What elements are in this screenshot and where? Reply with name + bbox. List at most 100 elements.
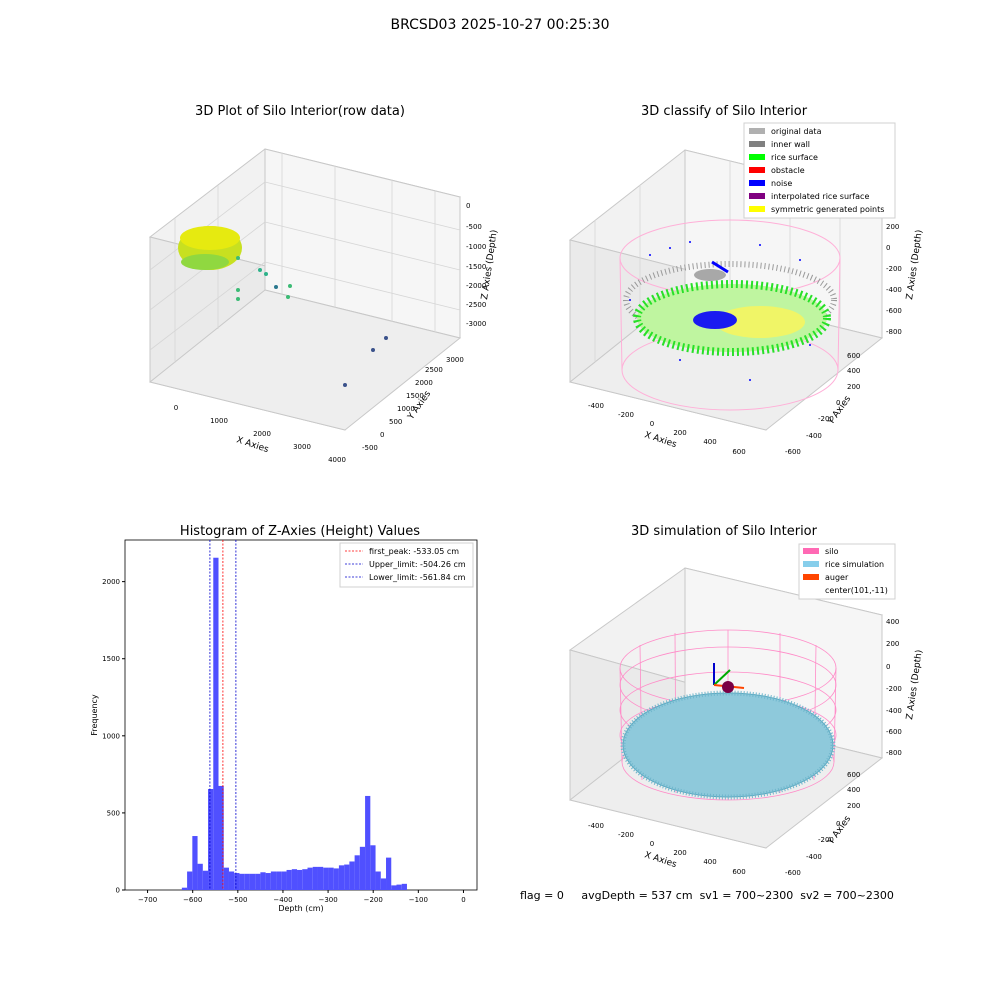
- raw-xtick: 3000: [293, 443, 311, 451]
- sim-xtick: 600: [732, 868, 745, 876]
- hist-bar: [396, 884, 402, 890]
- raw-point: [236, 297, 240, 301]
- classify-legend: original data inner wall rice surface ob…: [743, 122, 896, 219]
- hist-xtick-label: −500: [228, 896, 247, 904]
- sim-ztick: -400: [886, 707, 902, 715]
- raw-yticks: -500 0 500 1000 1500 2000 2500 3000: [362, 356, 464, 452]
- hist-bar: [302, 869, 308, 890]
- hist-bar: [401, 883, 407, 890]
- hist-bar: [213, 557, 219, 890]
- classify-noise-scatter: [629, 241, 811, 381]
- legend-swatch-inner-wall: [749, 141, 765, 147]
- raw-ytick: 1500: [406, 392, 424, 400]
- raw-ztick: -2500: [466, 301, 486, 309]
- classify-3d-plot: original data inner wall rice surface ob…: [568, 122, 925, 456]
- hist-bar: [349, 861, 355, 890]
- hist-xticks: −700 −600 −500 −400 −300 −200 −100 0: [138, 890, 466, 904]
- raw-xtick: 1000: [210, 417, 228, 425]
- hist-xtick-label: −300: [318, 896, 337, 904]
- raw-ztick: -500: [466, 223, 482, 231]
- raw-point: [258, 268, 262, 272]
- raw-ztick: -1500: [466, 263, 486, 271]
- hist-axes-frame: [124, 539, 478, 891]
- hist-bar: [244, 873, 250, 890]
- hist-bar: [239, 873, 245, 890]
- sim-auger-hub: [722, 681, 734, 693]
- footer-avg-depth: avgDepth = 537 cm: [581, 889, 693, 902]
- hist-ytick-label: 500: [107, 809, 120, 817]
- sim-ytick: 400: [847, 786, 860, 794]
- raw-xtick: 0: [174, 404, 178, 412]
- raw-floor-pane: [148, 289, 462, 431]
- hist-bar: [218, 785, 224, 890]
- legend-label-rice-surface: rice surface: [771, 153, 818, 162]
- hist-xtick-label: 0: [461, 896, 465, 904]
- legend-label-original: original data: [771, 127, 822, 136]
- footer-flag: flag = 0: [520, 889, 564, 902]
- sim-xtick: 0: [650, 840, 654, 848]
- legend-label-symmetric: symmetric generated points: [771, 205, 884, 214]
- raw-ytick: 3000: [446, 356, 464, 364]
- legend-label-inner-wall: inner wall: [771, 140, 810, 149]
- hist-yticks: 0 500 1000 1500 2000: [102, 578, 125, 895]
- raw-ytick: -500: [362, 444, 378, 452]
- hist-legend-upper-limit: Upper_limit: -504.26 cm: [369, 560, 466, 569]
- hist-bar: [354, 855, 360, 890]
- raw-ztick: 0: [466, 202, 470, 210]
- classify-legend-box: [743, 122, 896, 219]
- hist-bar: [291, 869, 298, 890]
- sim-xtick: -400: [588, 822, 604, 830]
- classify-ytick: 600: [847, 352, 860, 360]
- classify-ztick: 0: [886, 244, 890, 252]
- sim-rice-surface: [622, 692, 834, 798]
- sim-plot-title: 3D simulation of Silo Interior: [631, 524, 817, 539]
- classify-plot-title: 3D classify of Silo Interior: [640, 104, 808, 119]
- classify-original-data: [694, 269, 726, 281]
- hist-bar: [317, 866, 324, 890]
- raw-point: [236, 256, 240, 260]
- raw-point: [236, 288, 240, 292]
- hist-bar: [276, 871, 282, 890]
- hist-bar: [370, 845, 376, 890]
- hist-ref-lines: [209, 540, 237, 890]
- hist-bar: [192, 836, 198, 890]
- hist-xtick-label: −600: [183, 896, 202, 904]
- hist-bar: [359, 846, 366, 890]
- raw-cluster-top: [180, 226, 240, 250]
- legend-label-center: center(101,-11): [825, 586, 888, 595]
- hist-legend-box: [339, 542, 474, 588]
- legend-label-interpolated: interpolated rice surface: [771, 192, 869, 201]
- classify-xtick: 200: [673, 429, 686, 437]
- raw-xtick: 4000: [328, 456, 346, 464]
- classify-ztick: -400: [886, 286, 902, 294]
- sim-zlabel: Z Axies (Depth): [905, 649, 925, 720]
- classify-ztick: -800: [886, 328, 902, 336]
- sim-xtick: 200: [673, 849, 686, 857]
- legend-swatch-silo: [803, 548, 819, 554]
- raw-point: [343, 383, 347, 387]
- raw-ztick: -3000: [466, 320, 486, 328]
- classify-xtick: 400: [703, 438, 716, 446]
- legend-label-noise: noise: [771, 179, 792, 188]
- hist-bar: [270, 871, 277, 890]
- raw-ytick: 2500: [425, 366, 443, 374]
- hist-ytick-label: 0: [116, 887, 120, 895]
- hist-ytick-label: 1000: [102, 732, 120, 740]
- histogram-title: Histogram of Z-Axies (Height) Values: [179, 524, 421, 539]
- hist-ylabel: Frequency: [90, 694, 99, 736]
- sim-ztick: -200: [886, 685, 902, 693]
- hist-bar: [333, 868, 339, 890]
- sim-ytick: 200: [847, 802, 860, 810]
- legend-swatch-original: [749, 128, 765, 134]
- hist-bar: [228, 871, 235, 890]
- sim-ztick: -800: [886, 749, 902, 757]
- sim-auger: [713, 663, 745, 693]
- raw-scatter-points: [236, 256, 388, 387]
- raw-xlabel: X Axies: [235, 435, 270, 455]
- hist-bar: [202, 870, 209, 890]
- hist-bar: [307, 867, 313, 890]
- raw-point: [274, 285, 278, 289]
- raw-ytick: 500: [389, 418, 402, 426]
- legend-label-rice-sim: rice simulation: [825, 560, 884, 569]
- hist-bar: [187, 871, 193, 890]
